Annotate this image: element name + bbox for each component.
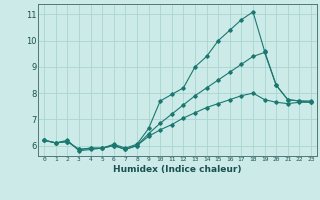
X-axis label: Humidex (Indice chaleur): Humidex (Indice chaleur) [113, 165, 242, 174]
